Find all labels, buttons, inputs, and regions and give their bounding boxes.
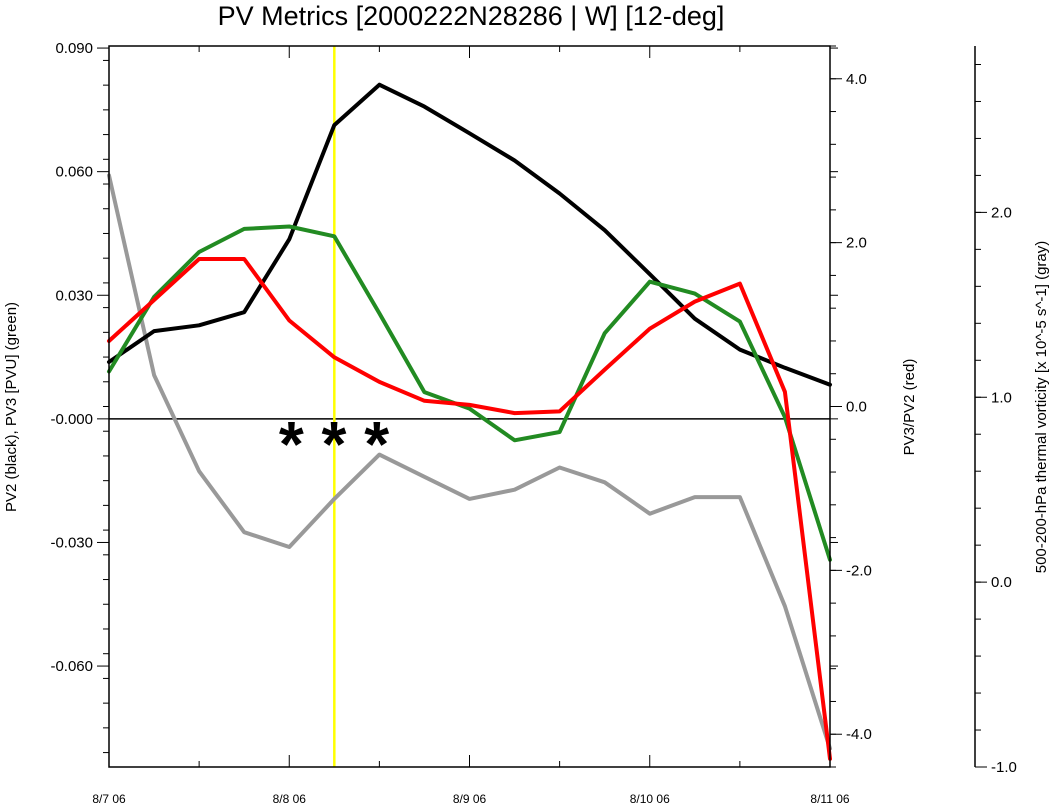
series-lines	[107, 46, 832, 767]
right-tick-label: 0.0	[846, 399, 867, 416]
left-tick-label: -0.060	[50, 658, 93, 675]
series-line-pv2	[107, 82, 832, 387]
right-tick-label: -4.0	[846, 726, 872, 743]
left-tick-label: 0.060	[55, 164, 93, 181]
annotation-stars: * * *	[279, 408, 389, 480]
outer-tick-label: 1.0	[991, 389, 1012, 406]
x-tick-label: 8/8 06	[273, 792, 307, 805]
left-axis-label: PV2 (black), PV3 [PVU] (green)	[3, 302, 20, 512]
right-axis-label: PV3/PV2 (red)	[901, 359, 918, 456]
left-tick-label: 0.090	[55, 40, 93, 57]
axes: 0.090 0.060 0.030 -0.000 -0.030 -0.060 4.0 2.0 0…	[50, 40, 1016, 805]
series-line-pv3-pv2	[107, 257, 832, 761]
chart-title: PV Metrics [2000222N28286 | W] [12-deg]	[218, 1, 725, 31]
right-tick-label: 2.0	[846, 235, 867, 252]
x-tick-label: 8/7 06	[92, 792, 126, 805]
left-tick-label: -0.000	[50, 411, 93, 428]
right-tick-label: 4.0	[846, 71, 867, 88]
outer-tick-label: 2.0	[991, 204, 1012, 221]
x-tick-label: 8/11 06	[810, 792, 849, 805]
x-tick-label: 8/10 06	[630, 792, 670, 805]
left-tick-label: -0.030	[50, 534, 93, 551]
right-tick-label: -2.0	[846, 562, 872, 579]
outer-tick-label: 0.0	[991, 574, 1012, 591]
series-line-thermal-vorticity	[107, 173, 832, 751]
outer-tick-label: -1.0	[991, 759, 1017, 776]
x-tick-label: 8/9 06	[453, 792, 487, 805]
series-line-pv3	[107, 224, 832, 562]
outer-axis-label: 500-200-hPa thermal vorticity [x 10^-5 s…	[1033, 241, 1050, 574]
left-tick-label: 0.030	[55, 287, 93, 304]
